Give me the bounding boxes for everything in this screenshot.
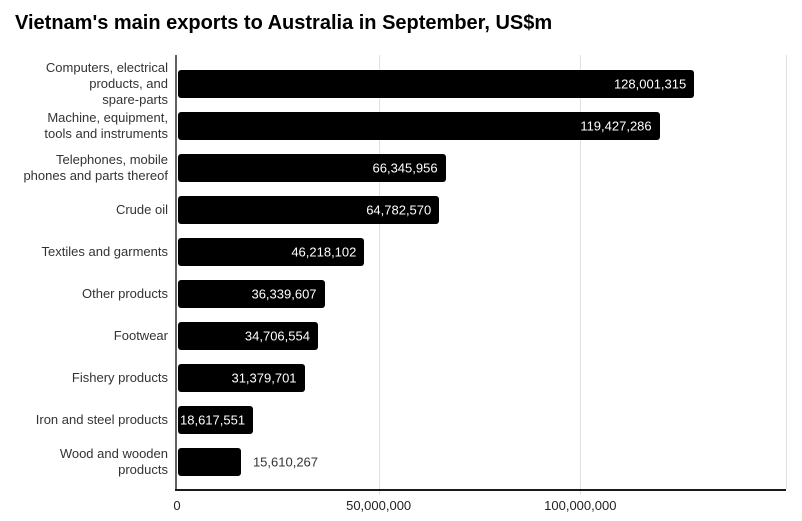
bar-value-label: 36,339,607: [251, 286, 317, 302]
bar-value-label: 34,706,554: [244, 328, 310, 344]
bar-value-label: 66,345,956: [372, 160, 438, 176]
bar-value-label: 119,427,286: [580, 118, 652, 134]
category-label: Textiles and garments: [41, 243, 168, 259]
export-bar: 36,339,607: [178, 280, 325, 308]
bar-value-label: 15,610,267: [252, 454, 319, 470]
x-axis-tick-label: 0: [173, 498, 181, 513]
export-bar: 31,379,701: [178, 364, 305, 393]
export-bar: 34,706,554: [178, 322, 318, 351]
plot-right-edge-line: [786, 55, 787, 489]
category-label: Wood and wooden products: [59, 446, 168, 478]
bar-value-label: 31,379,701: [231, 370, 297, 386]
x-axis-tick: [580, 491, 582, 495]
bar-value-label: 18,617,551: [180, 412, 246, 428]
category-label: Telephones, mobile phones and parts ther…: [23, 151, 168, 183]
y-axis-line: [175, 55, 177, 489]
x-gridline: [580, 55, 582, 489]
category-label: Iron and steel products: [35, 412, 168, 428]
export-bar: [178, 448, 241, 477]
export-bar: 128,001,315: [178, 69, 695, 98]
bar-value-label: 46,218,102: [291, 244, 357, 260]
x-axis-tick: [378, 491, 380, 495]
category-label: Crude oil: [115, 201, 168, 217]
x-axis-tick-label: 100,000,000: [544, 498, 617, 513]
category-label: Computers, electrical products, and spar…: [45, 59, 168, 107]
chart-title: Vietnam's main exports to Australia in S…: [15, 12, 553, 34]
export-bar: 64,782,570: [178, 195, 440, 224]
category-label: Footwear: [113, 328, 168, 344]
export-bar: 66,345,956: [178, 153, 446, 182]
category-label: Other products: [82, 286, 168, 301]
bar-value-label: 128,001,315: [613, 76, 687, 91]
x-gridline: [378, 55, 380, 489]
x-axis-tick-label: 50,000,000: [346, 498, 412, 513]
category-label: Machine, equipment, tools and instrument…: [44, 109, 168, 141]
export-bar: 119,427,286: [178, 111, 660, 140]
export-bar: 46,218,102: [178, 237, 365, 266]
export-bar: 18,617,551: [178, 406, 254, 435]
x-axis-line: [175, 489, 786, 491]
category-label: Fishery products: [71, 370, 168, 386]
bar-value-label: 64,782,570: [366, 202, 432, 218]
